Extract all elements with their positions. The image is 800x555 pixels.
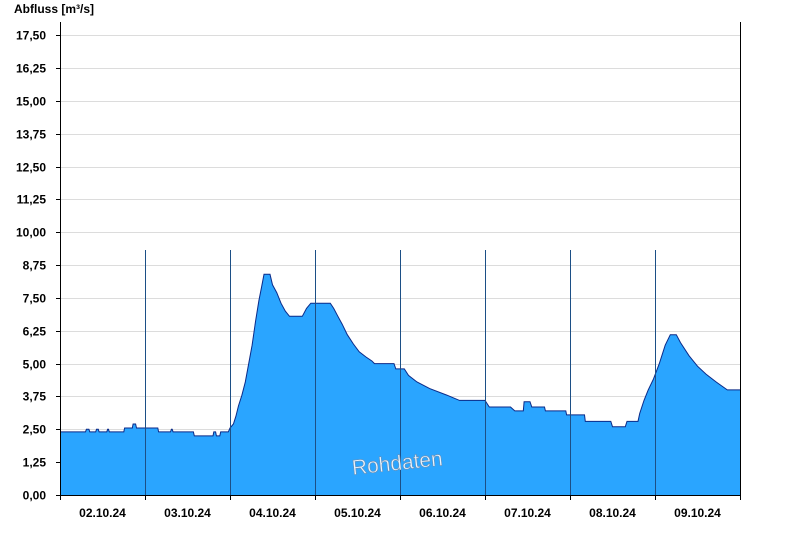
y-tick-label: 13,75 xyxy=(16,128,46,142)
discharge-line xyxy=(60,273,740,437)
y-tick-label: 12,50 xyxy=(16,161,46,175)
y-tick-label: 10,00 xyxy=(16,226,46,240)
rohdaten-watermark: Rohdaten xyxy=(351,447,444,479)
x-tick-label: 09.10.24 xyxy=(674,506,721,520)
x-tick-label: 02.10.24 xyxy=(79,506,126,520)
y-tick-label: 0,00 xyxy=(23,489,47,503)
y-tick-label: 11,25 xyxy=(17,193,47,207)
x-tick-label: 08.10.24 xyxy=(589,506,636,520)
y-tick-label: 5,00 xyxy=(23,358,47,372)
y-tick-label: 8,75 xyxy=(23,259,47,273)
y-tick-label: 1,25 xyxy=(23,456,47,470)
y-tick-label: 15,00 xyxy=(16,95,46,109)
x-tick-label: 03.10.24 xyxy=(164,506,211,520)
x-tick-labels: 02.10.24 03.10.24 04.10.24 05.10.24 06.10.24… xyxy=(79,506,721,520)
y-tick-label: 16,25 xyxy=(16,62,46,76)
x-tick-label: 06.10.24 xyxy=(419,506,466,520)
y-axis-label: Abfluss [m³/s] xyxy=(14,2,94,16)
y-tick-label: 2,50 xyxy=(23,423,47,437)
day-lines-layer xyxy=(145,250,656,495)
y-tick-label: 7,50 xyxy=(23,292,47,306)
x-tick-label: 05.10.24 xyxy=(334,506,381,520)
x-tick-label: 07.10.24 xyxy=(504,506,551,520)
axis-layer xyxy=(56,22,741,500)
y-tick-labels: 0,00 1,25 2,50 3,75 5,00 6,25 7,50 8,75 10,00 11,… xyxy=(16,29,46,503)
y-tick-label: 6,25 xyxy=(23,325,47,339)
y-tick-label: 3,75 xyxy=(23,390,47,404)
y-tick-label: 17,50 xyxy=(16,29,46,43)
x-tick-label: 04.10.24 xyxy=(249,506,296,520)
